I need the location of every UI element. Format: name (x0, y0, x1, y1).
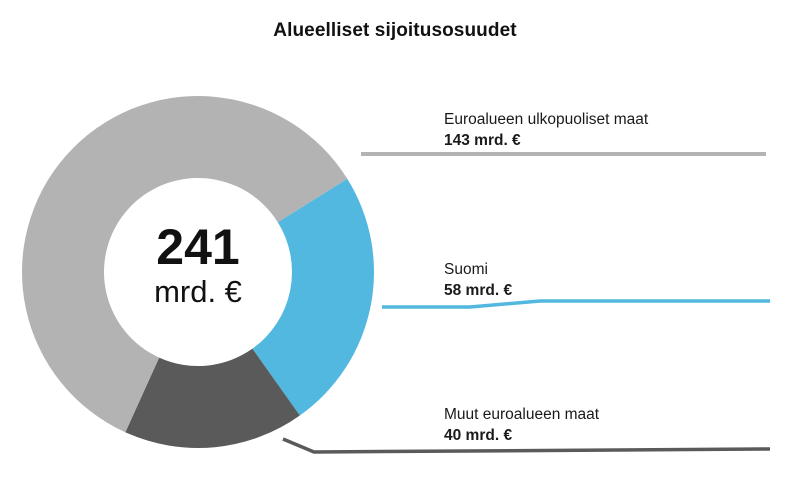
center-total-unit: mrd. € (154, 274, 242, 309)
donut-slices (22, 96, 374, 449)
slice-suomi (252, 178, 374, 416)
chart-title: Alueelliset sijoitusosuudet (273, 20, 517, 41)
leader-line-suomi (382, 299, 770, 309)
legend-name-suomi: Suomi (444, 261, 488, 278)
legend-name-muut-euroalueen: Muut euroalueen maat (444, 406, 600, 423)
slice-euroalueen-ulkopuoliset (22, 96, 348, 433)
center-total-value: 241 (156, 219, 239, 275)
leader-lines (282, 152, 771, 454)
slice-muut-euroalueen (125, 348, 300, 449)
legend-value-muut-euroalueen: 40 mrd. € (444, 427, 512, 444)
legend-value-suomi: 58 mrd. € (444, 282, 512, 299)
legend-name-euroalueen-ulkopuoliset: Euroalueen ulkopuoliset maat (444, 111, 649, 128)
leader-line-muut-euroalueen (282, 437, 771, 454)
legend-value-euroalueen-ulkopuoliset: 143 mrd. € (444, 132, 521, 149)
